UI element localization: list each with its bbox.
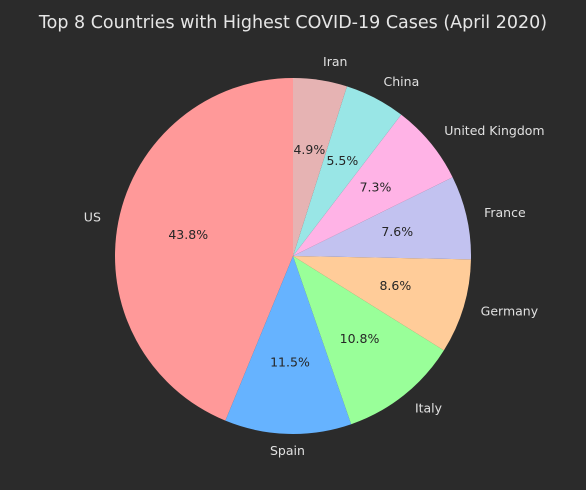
pie-slice-united-kingdom — [293, 114, 453, 256]
pie-labels: US 43.8% Spain 11.5% Italy 10.8% Germany 8.6% Fr… — [84, 54, 545, 458]
slice-label-germany: Germany — [481, 303, 539, 318]
slice-value-united-kingdom: 7.3% — [360, 180, 392, 195]
slice-label-united-kingdom: United Kingdom — [444, 123, 544, 138]
pie-slice-italy — [293, 256, 444, 425]
slice-label-china: China — [384, 74, 420, 89]
chart-title: Top 8 Countries with Highest COVID-19 Ca… — [38, 13, 547, 33]
pie-slice-china — [293, 86, 402, 256]
slice-value-italy: 10.8% — [340, 331, 380, 346]
pie-slice-germany — [293, 256, 471, 351]
pie-slice-us — [114, 78, 293, 421]
slice-label-us: US — [84, 210, 101, 225]
slice-value-china: 5.5% — [326, 153, 358, 168]
slice-value-germany: 8.6% — [379, 278, 411, 293]
slice-value-iran: 4.9% — [293, 142, 325, 157]
pie-slice-france — [293, 177, 471, 260]
slice-value-france: 7.6% — [381, 224, 413, 239]
slice-label-france: France — [484, 205, 526, 220]
pie-slice-spain — [225, 256, 352, 434]
slice-value-spain: 11.5% — [270, 354, 310, 369]
pie-slices — [114, 78, 471, 434]
slice-label-spain: Spain — [270, 443, 305, 458]
slice-label-italy: Italy — [415, 401, 443, 416]
pie-slice-iran — [293, 78, 347, 256]
slice-label-iran: Iran — [323, 54, 347, 69]
slice-value-us: 43.8% — [168, 227, 208, 242]
